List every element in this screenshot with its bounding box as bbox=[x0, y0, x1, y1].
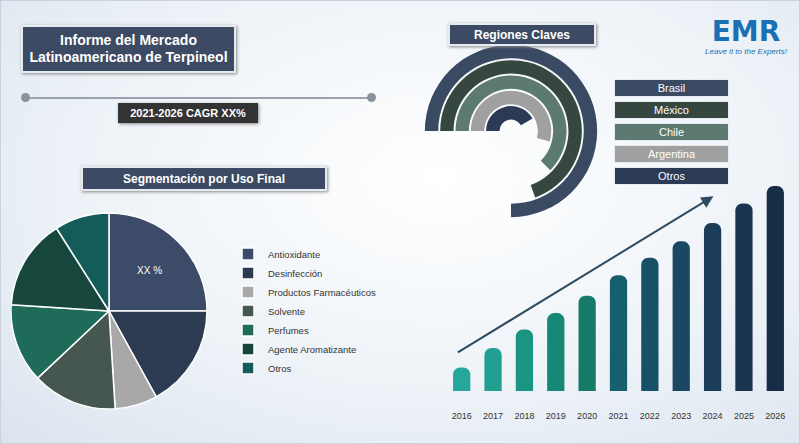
svg-text:2023: 2023 bbox=[671, 411, 691, 421]
html-text:Brasil: Brasil bbox=[657, 82, 686, 94]
svg-text:2021: 2021 bbox=[608, 411, 628, 421]
svg-text:Perfumes: Perfumes bbox=[268, 325, 309, 336]
svg-text:Otros: Otros bbox=[268, 363, 291, 374]
svg-text:Solvente: Solvente bbox=[268, 306, 305, 317]
html-text:2021-2026 CAGR XX%: 2021-2026 CAGR XX% bbox=[130, 107, 246, 119]
html-text:Leave it to the Experts!: Leave it to the Experts! bbox=[705, 46, 787, 56]
html-text:México: México bbox=[654, 104, 689, 116]
svg-text:2017: 2017 bbox=[483, 411, 503, 421]
svg-text:2019: 2019 bbox=[546, 411, 566, 421]
svg-text:2016: 2016 bbox=[452, 411, 472, 421]
svg-text:Antioxidante: Antioxidante bbox=[268, 249, 320, 260]
html-text:Regiones Claves: Regiones Claves bbox=[474, 27, 570, 42]
svg-text:Productos Farmacéuticos: Productos Farmacéuticos bbox=[268, 287, 376, 298]
svg-text:2026: 2026 bbox=[765, 411, 785, 421]
svg-text:XX %: XX % bbox=[137, 265, 162, 276]
svg-text:2022: 2022 bbox=[640, 411, 660, 421]
html-text:Otros: Otros bbox=[658, 170, 685, 182]
svg-text:2020: 2020 bbox=[577, 411, 597, 421]
svg-text:2024: 2024 bbox=[703, 411, 723, 421]
html-text:Segmentación por Uso Final: Segmentación por Uso Final bbox=[123, 171, 285, 186]
html-text:Chile: Chile bbox=[659, 126, 684, 138]
html-text:Informe del Mercado Latinoamer: Informe del Mercado Latinoamericano de T… bbox=[29, 32, 228, 65]
svg-text:Agente Aromatizante: Agente Aromatizante bbox=[268, 344, 356, 355]
html-text:Argentina: Argentina bbox=[648, 148, 695, 160]
html-text:EMR: EMR bbox=[711, 14, 781, 48]
svg-text:2025: 2025 bbox=[734, 411, 754, 421]
svg-text:2018: 2018 bbox=[514, 411, 534, 421]
svg-text:Desinfección: Desinfección bbox=[268, 268, 322, 279]
